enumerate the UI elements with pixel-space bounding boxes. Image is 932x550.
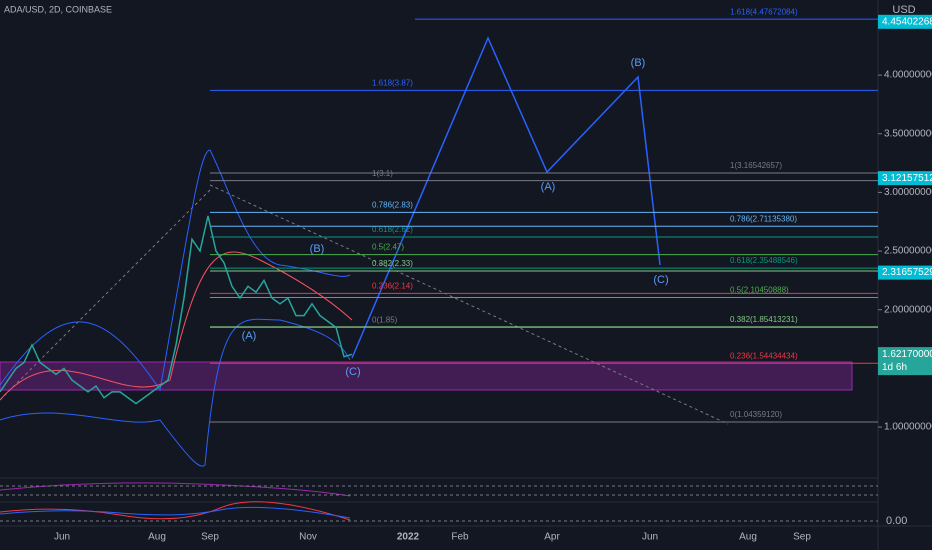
price-line	[0, 215, 353, 405]
wave-label: (B)	[310, 243, 325, 255]
rsi-line	[0, 482, 351, 497]
fib-label: 0.5(2.10450888)	[730, 286, 789, 295]
wave-label: (A)	[242, 330, 257, 342]
x-tick-label: Jun	[642, 532, 658, 543]
fib-label: 0.382(1.85413231)	[730, 315, 798, 324]
moving-average	[0, 251, 353, 401]
trend-line	[0, 189, 211, 401]
wave-label: (A)	[541, 181, 556, 193]
x-tick-label: Aug	[148, 532, 166, 543]
x-tick-label: 2022	[397, 532, 420, 543]
fib-label: 0.618(2.35488546)	[730, 256, 798, 265]
fib-label: 1.618(3.87)	[372, 78, 413, 87]
price-tag-label: 3.12157512	[882, 173, 932, 184]
y-tick-label: 3.00000000	[884, 187, 932, 198]
currency: USD	[892, 4, 915, 16]
fib-label: 1.618(4.47672084)	[730, 7, 798, 16]
x-tick-label: Nov	[299, 532, 317, 543]
fib-label: 0.786(2.71135380)	[730, 214, 797, 223]
wave-label: (C)	[653, 274, 668, 286]
fib-label: 0.618(2.62)	[372, 225, 413, 234]
price-tag	[878, 347, 932, 376]
price-tag	[878, 171, 932, 186]
fib-label: 0.236(1.54434434)	[730, 351, 798, 360]
y-tick-label: 4.00000000	[884, 70, 932, 81]
oscillator-label: 0.00	[886, 515, 907, 527]
price-tag-label: 4.45402268	[882, 16, 932, 27]
y-tick-label: 1.00000000	[884, 422, 932, 433]
x-tick-label: Aug	[739, 532, 757, 543]
fib-label: 0.382(2.33)	[372, 259, 413, 268]
bollinger-upper	[0, 149, 351, 392]
projection-path	[351, 36, 661, 359]
chart-title: ADA/USD, 2D, COINBASE	[4, 4, 112, 14]
price-tag	[878, 265, 932, 280]
zone-box	[0, 361, 853, 391]
y-tick-label: 3.50000000	[884, 128, 932, 139]
x-tick-label: Sep	[793, 532, 811, 543]
countdown: 1d 6h	[882, 362, 907, 373]
x-tick-label: Jun	[54, 532, 70, 543]
wave-label: (B)	[631, 57, 646, 69]
fib-label: 1(3.16542657)	[730, 161, 782, 170]
x-tick-label: Apr	[544, 532, 560, 543]
fib-label: 0(1.04359120)	[730, 410, 782, 419]
oscillator-line	[0, 501, 351, 521]
price-tag-label: 2.31657529	[882, 267, 932, 278]
x-tick-label: Sep	[201, 532, 219, 543]
y-tick-label: 2.00000000	[884, 304, 932, 315]
trend-line	[209, 184, 729, 425]
price-tag	[878, 14, 932, 29]
price-tag-label: 1.62170000	[882, 349, 932, 360]
fib-label: 0.236(2.14)	[372, 281, 413, 290]
oscillator-signal	[0, 506, 351, 519]
wave-label: (C)	[345, 366, 360, 378]
bollinger-lower	[0, 318, 351, 467]
fib-label: 0(1.85)	[372, 315, 398, 324]
fib-label: 0.786(2.83)	[372, 200, 413, 209]
fib-label: 0.5(2.47)	[372, 243, 404, 252]
x-tick-label: Feb	[451, 532, 469, 543]
y-tick-label: 2.50000000	[884, 246, 932, 257]
